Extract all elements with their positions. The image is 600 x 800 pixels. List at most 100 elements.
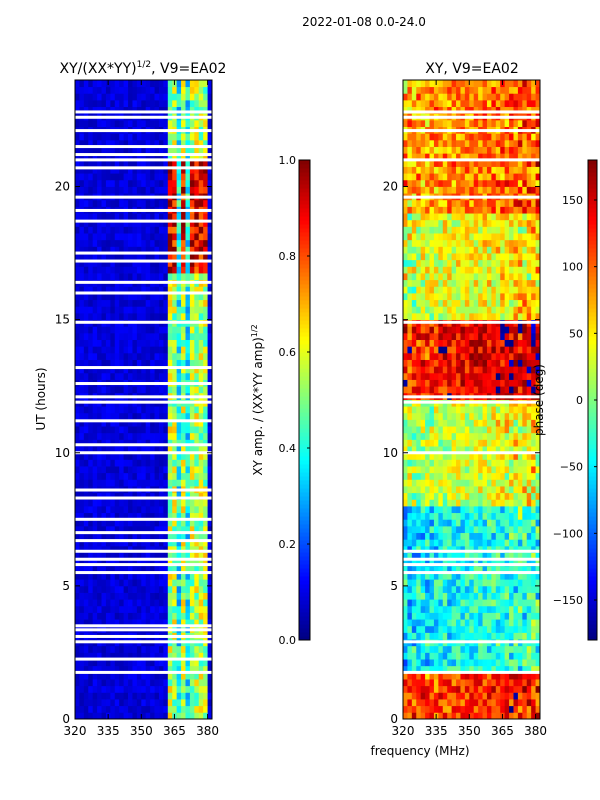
phase-cell: [407, 652, 413, 660]
amplitude-cell: [141, 652, 147, 660]
phase-cell: [438, 632, 444, 640]
amplitude-cell: [167, 419, 173, 427]
amplitude-cell: [101, 346, 107, 354]
phase-cell: [460, 506, 466, 514]
phase-cell: [403, 532, 408, 540]
amplitude-cell: [189, 352, 195, 360]
amplitude-cell: [189, 665, 195, 673]
phase-cell: [526, 572, 532, 580]
amplitude-cell: [154, 565, 160, 573]
amplitude-cell: [194, 159, 200, 167]
amplitude-cell: [114, 592, 120, 600]
amplitude-cell: [141, 572, 147, 580]
amplitude-cell: [163, 679, 169, 687]
amplitude-cell: [189, 286, 195, 294]
amplitude-cell: [163, 659, 169, 667]
amplitude-cell: [207, 432, 213, 440]
phase-cell: [482, 406, 488, 414]
amplitude-cell: [101, 519, 107, 527]
amplitude-cell: [79, 432, 85, 440]
phase-cell: [517, 665, 523, 673]
amplitude-cell: [123, 173, 129, 181]
amplitude-cell: [181, 419, 186, 427]
phase-cell: [425, 679, 430, 687]
amplitude-cell: [194, 339, 200, 347]
phase-cell: [495, 366, 501, 374]
phase-cell: [504, 419, 510, 427]
amplitude-cell: [114, 612, 120, 620]
amplitude-cell: [88, 439, 94, 447]
phase-cell: [407, 699, 413, 707]
phase-cell: [486, 466, 492, 474]
phase-cell: [429, 645, 435, 653]
amplitude-cell: [83, 239, 89, 247]
amplitude-cell: [105, 273, 111, 281]
amplitude-cell: [128, 472, 133, 480]
phase-cell: [504, 605, 510, 613]
amplitude-cell: [203, 432, 208, 440]
amplitude-colorbar-strip: [299, 576, 310, 581]
amplitude-cell: [136, 359, 142, 367]
phase-cell: [482, 559, 488, 567]
phase-cell: [513, 359, 519, 367]
amplitude-cell: [203, 179, 208, 187]
amplitude-cell: [194, 133, 200, 141]
amplitude-cell: [97, 459, 102, 467]
phase-cell: [438, 619, 444, 627]
phase-cell: [425, 339, 430, 347]
amplitude-cell: [79, 346, 85, 354]
amplitude-cell: [79, 506, 85, 514]
amplitude-cell: [75, 346, 80, 354]
amplitude-cell: [198, 99, 204, 108]
phase-cell: [442, 459, 448, 467]
amplitude-cell: [198, 579, 204, 587]
amplitude-cell: [167, 519, 173, 527]
amplitude-cell: [83, 519, 89, 527]
amplitude-cell: [185, 705, 191, 713]
phase-cell: [442, 519, 448, 527]
amplitude-colorbar-strip: [299, 324, 310, 329]
phase-cell: [478, 579, 483, 587]
phase-cell: [425, 659, 430, 667]
amplitude-cell: [185, 166, 191, 174]
phase-cell: [407, 366, 413, 374]
amplitude-cell: [105, 179, 111, 187]
phase-cell: [469, 466, 475, 474]
phase-cell: [478, 585, 483, 593]
amplitude-cell: [154, 199, 160, 207]
phase-cell: [438, 379, 444, 387]
phase-cell: [403, 699, 408, 707]
phase-cell: [420, 499, 426, 507]
amplitude-cell: [88, 446, 94, 454]
phase-cell: [433, 592, 439, 600]
phase-cell: [526, 366, 532, 374]
phase-cell: [469, 379, 475, 387]
phase-cell: [460, 652, 466, 660]
phase-cell: [522, 479, 528, 487]
phase-cell: [473, 692, 479, 700]
amplitude-cell: [176, 572, 182, 580]
amplitude-cell: [141, 552, 147, 560]
amplitude-cell: [136, 699, 142, 707]
amplitude-cell: [83, 492, 89, 500]
phase-cell: [500, 599, 506, 607]
phase-cell: [504, 599, 510, 607]
amplitude-cell: [132, 412, 138, 420]
phase-cell: [403, 506, 408, 514]
amplitude-cell: [167, 679, 173, 687]
amplitude-cell: [172, 579, 178, 587]
amplitude-cell: [119, 419, 125, 427]
phase-cell: [411, 339, 417, 347]
phase-cell: [416, 625, 422, 633]
amplitude-colorbar-strip: [299, 584, 310, 589]
phase-cell: [478, 339, 483, 347]
amplitude-cell: [189, 359, 195, 367]
amplitude-cell: [105, 539, 111, 547]
phase-cell: [482, 592, 488, 600]
phase-cell: [407, 372, 413, 380]
phase-cell: [442, 432, 448, 440]
amplitude-cell: [75, 93, 80, 101]
phase-cell: [460, 446, 466, 454]
amplitude-cell: [79, 173, 85, 181]
phase-cell: [438, 386, 444, 394]
